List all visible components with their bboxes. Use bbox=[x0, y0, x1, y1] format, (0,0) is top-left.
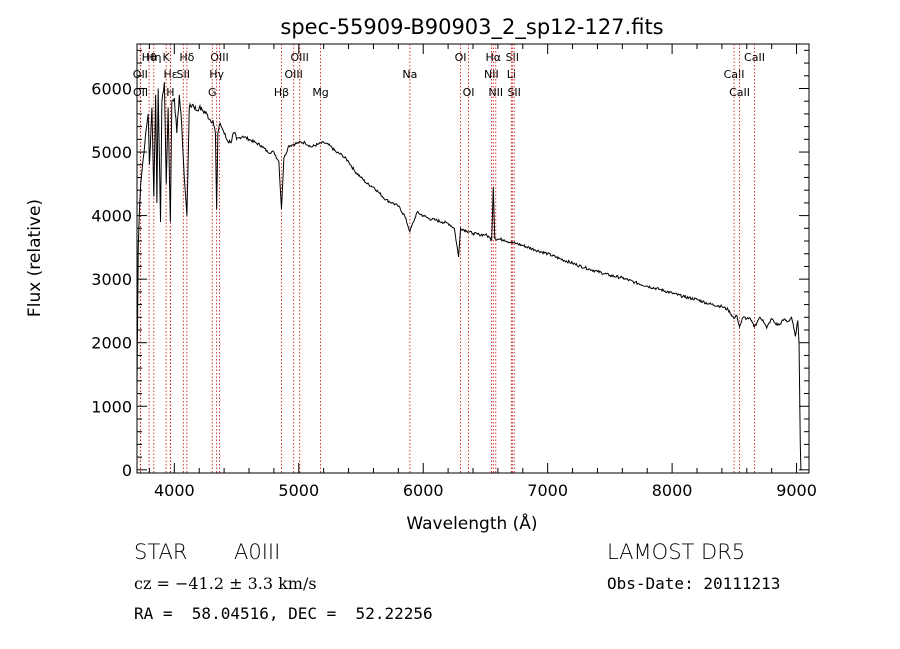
y-tick-label-4: 4000 bbox=[91, 207, 132, 226]
spectral-line-label-22: Hβ bbox=[274, 86, 289, 99]
spectral-line-label-3: Hδ bbox=[179, 51, 194, 64]
x-tick-label-2: 6000 bbox=[403, 481, 444, 500]
y-tick-label-1: 1000 bbox=[91, 397, 132, 416]
object-class: STAR bbox=[134, 540, 188, 564]
spectral-line-label-27: CaII bbox=[729, 86, 750, 99]
spectral-line-label-18: CaII bbox=[724, 68, 745, 81]
survey-name: LAMOST DR5 bbox=[607, 540, 746, 564]
x-tick-label-5: 9000 bbox=[776, 481, 817, 500]
spectral-line-label-1: Hθ bbox=[142, 51, 157, 64]
x-tick-label-4: 8000 bbox=[652, 481, 693, 500]
spectral-line-label-20: H bbox=[166, 86, 174, 99]
y-tick-label-2: 2000 bbox=[91, 334, 132, 353]
spectral-line-label-15: Na bbox=[402, 68, 417, 81]
spectral-line-label-23: Mg bbox=[312, 86, 328, 99]
chart-title: spec-55909-B90903_2_sp12-127.fits bbox=[280, 15, 663, 40]
object-subclass: A0III bbox=[234, 540, 281, 564]
spectral-line-label-6: OI bbox=[455, 51, 467, 64]
spectrum-line bbox=[136, 82, 802, 471]
observation-date: Obs-Date: 20111213 bbox=[607, 574, 781, 593]
y-tick-label-5: 5000 bbox=[91, 143, 132, 162]
spectral-line-label-13: Hγ bbox=[209, 68, 224, 81]
spectral-line-label-26: SII bbox=[507, 86, 520, 99]
axis-ticks-layer: 4000 5000 6000 7000 8000 9000 0 1000 2000 3000 400… bbox=[91, 44, 817, 500]
spectral-line-label-5: OIII bbox=[290, 51, 308, 64]
spectral-line-label-8: SII bbox=[506, 51, 519, 64]
y-tick-label-3: 3000 bbox=[91, 270, 132, 289]
spectral-line-label-7: Hα bbox=[486, 51, 502, 64]
spectral-line-label-11: Hε bbox=[163, 68, 177, 81]
y-tick-label-6: 6000 bbox=[91, 79, 132, 98]
y-tick-label-0: 0 bbox=[122, 461, 132, 480]
x-tick-label-1: 5000 bbox=[278, 481, 319, 500]
spectral-line-label-16: NII bbox=[484, 68, 499, 81]
sky-coordinates: RA = 58.04516, DEC = 52.22256 bbox=[134, 604, 433, 623]
spectral-line-label-12: SII bbox=[177, 68, 190, 81]
x-tick-label-0: 4000 bbox=[154, 481, 195, 500]
spectrum-layer bbox=[136, 82, 802, 471]
spectral-line-label-4: OIII bbox=[210, 51, 228, 64]
spectral-line-label-9: CaII bbox=[744, 51, 765, 64]
spectral-line-label-19: OII bbox=[133, 86, 148, 99]
spectral-line-label-0: Hη bbox=[146, 51, 161, 64]
x-axis-label: Wavelength (Å) bbox=[406, 512, 537, 534]
spectral-line-label-14: OIII bbox=[284, 68, 302, 81]
redshift-velocity: cz = −41.2 ± 3.3 km/s bbox=[134, 574, 317, 593]
spectral-line-label-17: Li bbox=[507, 68, 516, 81]
y-axis-label: Flux (relative) bbox=[25, 199, 45, 317]
spectral-line-label-2: K bbox=[163, 51, 171, 64]
spectral-line-label-25: NII bbox=[488, 86, 503, 99]
spectral-line-label-21: G bbox=[208, 86, 217, 99]
plot-frame bbox=[136, 43, 810, 474]
spectral-line-label-24: OI bbox=[463, 86, 475, 99]
x-tick-label-3: 7000 bbox=[527, 481, 568, 500]
